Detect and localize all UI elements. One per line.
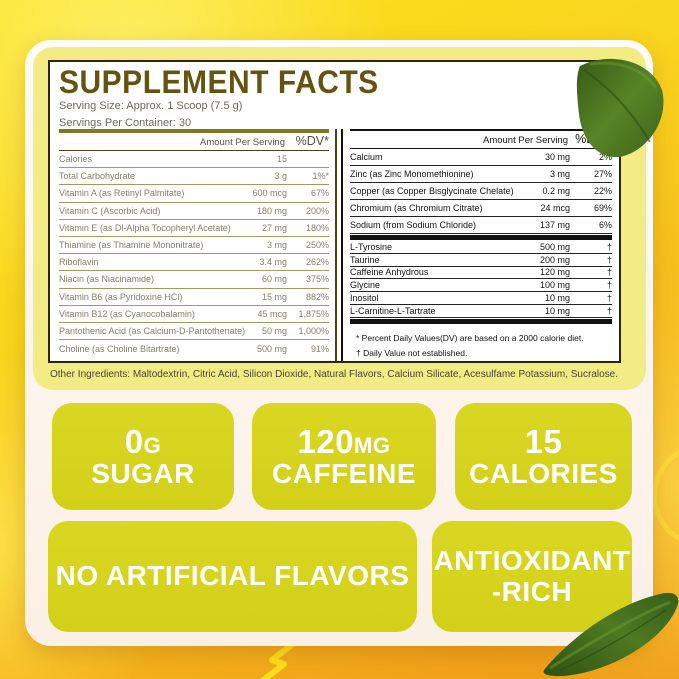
section-divider-bar [350,235,612,240]
table-row: Vitamin E (as Dl-Alpha Tocopheryl Acetat… [59,220,329,237]
footnotes: * Percent Daily Values(DV) are based on … [350,325,612,361]
table-row: Chromium (as Chromium Citrate) 24 mcg 69% [350,200,612,217]
table-row: Sodium (from Sodium Chloride) 137 mg 6% [350,217,612,234]
table-row: Pantothenic Acid (as Calcium-D-Pantothen… [59,323,329,341]
table-row: Vitamin B6 (as Pyridoxine HCl) 15 mg 882% [59,289,329,306]
table-row: Thiamine (as Thiamine Mononitrate) 3 mg 25… [59,237,329,255]
serving-size: Serving Size: Approx. 1 Scoop (7.5 g) [59,100,243,112]
facts-left-column: Amount Per Serving %DV* Calories 15 Total… [50,129,337,361]
amount-header: Amount Per Serving [482,135,568,146]
table-row: Inositol 10 mg † [350,293,612,305]
lightning-bolt-decoration [260,638,301,679]
gold-divider-bar [59,129,329,133]
facts-columns: Amount Per Serving %DV* Calories 15 Total… [50,129,619,361]
table-row: Choline (as Choline Bitartrate) 500 mg 91% [59,343,329,354]
amount-header: Amount Per Serving [199,137,285,148]
table-row: Calcium 30 mg 2% [350,149,612,166]
footnote-dagger: † Daily Value not established. [356,347,468,358]
table-row: Vitamin B12 (as Cyanocobalamin) 45 mcg 1,8… [59,306,329,323]
facts-title: SUPPLEMENT FACTS [59,64,379,101]
dv-header: %DV* [295,134,329,148]
other-ingredients: Other Ingredients: Maltodextrin, Citric … [50,369,619,380]
table-row: Calories 15 [59,151,329,169]
table-row: Vitamin C (Ascorbic Acid) 180 mg 200% [59,203,329,220]
leaf-image-bottom-right [543,592,679,677]
leaf-image-top-right [576,58,664,158]
footnote-daily-values: * Percent Daily Values(DV) are based on … [356,332,584,343]
table-row: Vitamin A (as Retinyl Palmitate) 600 mcg 6… [59,185,329,203]
table-row: Taurine 200 mg † [350,254,612,267]
section-divider-bar [350,318,612,324]
badge-calories: 15 CALORIES [455,403,632,510]
table-row: Caffeine Anhydrous 120 mg † [350,267,612,280]
badge-sugar: 0G SUGAR [52,403,234,510]
table-row: Glycine 100 mg † [350,280,612,293]
table-row: Copper (as Copper Bisglycinate Chelate) 0… [350,183,612,200]
supplement-facts-box: SUPPLEMENT FACTS Serving Size: Approx. 1… [48,60,621,363]
left-column-header: Amount Per Serving %DV* [59,133,329,151]
table-row: L-Tyrosine 500 mg † [350,241,612,254]
table-row: Zinc (as Zinc Monomethionine) 3 mg 27% [350,166,612,183]
table-row: Niacin (as Niacinamide) 60 mg 375% [59,271,329,289]
servings-per-container: Servings Per Container: 30 [59,116,192,129]
table-row: Riboflavin 3.4 mg 262% [59,254,329,272]
badge-caffeine: 120MG CAFFEINE [252,403,436,510]
glow-ring-decoration [652,443,679,548]
badge-antioxidant-rich: ANTIOXIDANT -RICH [432,521,632,632]
facts-header: SUPPLEMENT FACTS Serving Size: Approx. 1… [50,62,619,130]
table-row: L-Carnitine-L-Tartrate 10 mg † [350,305,612,318]
badge-no-artificial-flavors: NO ARTIFICIAL FLAVORS [48,521,417,632]
black-divider-bar [350,129,612,131]
table-row: Total Carbohydrate 3 g 1%* [59,168,329,186]
